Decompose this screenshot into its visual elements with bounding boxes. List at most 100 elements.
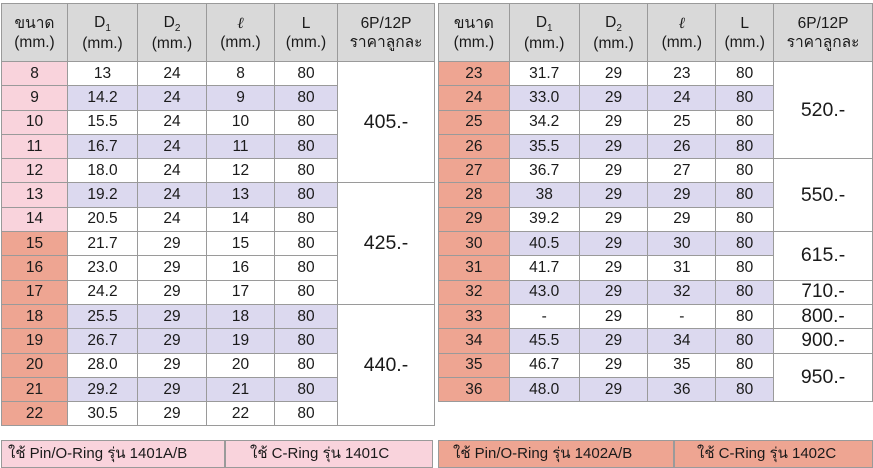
cell-l: 80: [274, 231, 338, 257]
table-row: 24 33.0 29 24 80: [438, 85, 873, 111]
cell-l: 80: [715, 206, 775, 233]
cell-l: 80: [715, 109, 775, 135]
cell-l: 80: [274, 133, 338, 160]
cell-d1: 35.5: [508, 133, 580, 160]
cell-d1: 30.5: [67, 401, 138, 427]
cell-l: 80: [274, 85, 338, 111]
table-row: 15 21.7 29 15 80: [1, 231, 435, 257]
cell-d1: 20.5: [67, 206, 138, 233]
cell-l: 80: [274, 60, 338, 87]
cell-size: 35: [438, 352, 510, 378]
cell-ell: 35: [647, 352, 717, 378]
cell-l: 80: [274, 352, 338, 378]
cell-ell: 13: [206, 182, 275, 208]
table-row: 17 24.2 29 17 80: [1, 279, 435, 305]
cell-d1: 40.5: [508, 231, 580, 257]
header-row: ขนาด (mm.) D1 (mm.) D2 (mm.) ℓ (mm.) L (mm.) …: [438, 3, 873, 62]
cell-size: 17: [1, 279, 68, 305]
cell-ell: 30: [647, 231, 717, 257]
cell-ell: 9: [206, 85, 275, 111]
cell-ell: 26: [647, 133, 717, 160]
cell-l: 80: [715, 182, 775, 208]
cell-d2: 29: [578, 303, 649, 330]
cell-d1: 23.0: [67, 255, 138, 281]
header-d1: D1 (mm.): [67, 3, 138, 62]
cell-d1: 28.0: [67, 352, 138, 378]
table-row: 16 23.0 29 16 80: [1, 255, 435, 281]
cell-ell: 21: [206, 376, 275, 403]
cell-d1: 14.2: [67, 85, 138, 111]
cell-l: 80: [715, 231, 775, 257]
cell-d1: 39.2: [508, 206, 580, 233]
cell-d2: 29: [578, 60, 649, 87]
cell-l: 80: [715, 328, 775, 354]
header-l: L (mm.): [274, 3, 338, 62]
table-row: 18 25.5 29 18 80 440.-: [1, 303, 435, 427]
cell-d1: 13: [67, 60, 138, 87]
cell-d2: 29: [137, 231, 207, 257]
table-row: 13 19.2 24 13 80 425.-: [1, 182, 435, 305]
cell-d2: 29: [578, 85, 649, 111]
cell-size: 23: [438, 60, 510, 87]
cell-d1: 24.2: [67, 279, 138, 305]
price-cell: 800.-: [773, 303, 873, 330]
cell-ell: 34: [647, 328, 717, 354]
cell-size: 20: [1, 352, 68, 378]
cell-size: 34: [438, 328, 510, 354]
cell-d1: 38: [508, 182, 580, 208]
price-cell: 900.-: [773, 328, 873, 354]
cell-d2: 29: [137, 255, 207, 281]
cell-ell: 23: [647, 60, 717, 87]
price-cell: 520.-: [773, 60, 873, 160]
cell-l: 80: [715, 255, 775, 281]
cell-d2: 29: [578, 206, 649, 233]
header-size: ขนาด (mm.): [438, 3, 510, 62]
cell-d1: 26.7: [67, 328, 138, 354]
cell-size: 26: [438, 133, 510, 160]
cell-d2: 29: [578, 279, 649, 305]
cell-ell: 18: [206, 303, 275, 330]
cell-ell: 25: [647, 109, 717, 135]
cell-size: 30: [438, 231, 510, 257]
cell-d1: 34.2: [508, 109, 580, 135]
table-row: 34 45.5 29 34 80 900.-: [438, 328, 873, 354]
footer-bar: ใช้ Pin/O-Ring รุ่น 1401A/B ใช้ C-Ring ร…: [0, 440, 873, 468]
cell-ell: 27: [647, 158, 717, 184]
table-row: 8 13 24 8 80 405.-: [1, 60, 435, 184]
cell-ell: 29: [647, 182, 717, 208]
cell-l: 80: [274, 182, 338, 208]
cell-d2: 24: [137, 182, 207, 208]
header-price: 6P/12P ราคาลูกละ: [773, 3, 873, 62]
cell-l: 80: [274, 206, 338, 233]
cell-d1: 33.0: [508, 85, 580, 111]
cell-size: 12: [1, 158, 68, 184]
table-row: 27 36.7 29 27 80 550.-: [438, 158, 873, 233]
cell-d2: 29: [578, 231, 649, 257]
cell-ell: 32: [647, 279, 717, 305]
table-row: 9 14.2 24 9 80: [1, 85, 435, 111]
cell-d2: 24: [137, 109, 207, 135]
cell-ell: -: [647, 303, 717, 330]
cell-d1: -: [508, 303, 580, 330]
cell-size: 21: [1, 376, 68, 403]
cell-ell: 31: [647, 255, 717, 281]
table-row: 23 31.7 29 23 80 520.-: [438, 60, 873, 160]
cell-l: 80: [715, 279, 775, 305]
cell-d1: 48.0: [508, 376, 580, 403]
cell-l: 80: [715, 133, 775, 160]
cell-l: 80: [715, 85, 775, 111]
cell-d2: 24: [137, 158, 207, 184]
cell-ell: 10: [206, 109, 275, 135]
cell-d1: 46.7: [508, 352, 580, 378]
price-cell: 550.-: [773, 158, 873, 233]
cell-l: 80: [274, 376, 338, 403]
cell-ell: 14: [206, 206, 275, 233]
cell-l: 80: [274, 401, 338, 427]
cell-size: 14: [1, 206, 68, 233]
table-row: 20 28.0 29 20 80: [1, 352, 435, 378]
cell-d1: 41.7: [508, 255, 580, 281]
table-row: 21 29.2 29 21 80: [1, 376, 435, 403]
table-row: 25 34.2 29 25 80: [438, 109, 873, 135]
footer-right-cring: ใช้ C-Ring รุ่น 1402C: [674, 440, 873, 468]
header-price: 6P/12P ราคาลูกละ: [337, 3, 435, 62]
